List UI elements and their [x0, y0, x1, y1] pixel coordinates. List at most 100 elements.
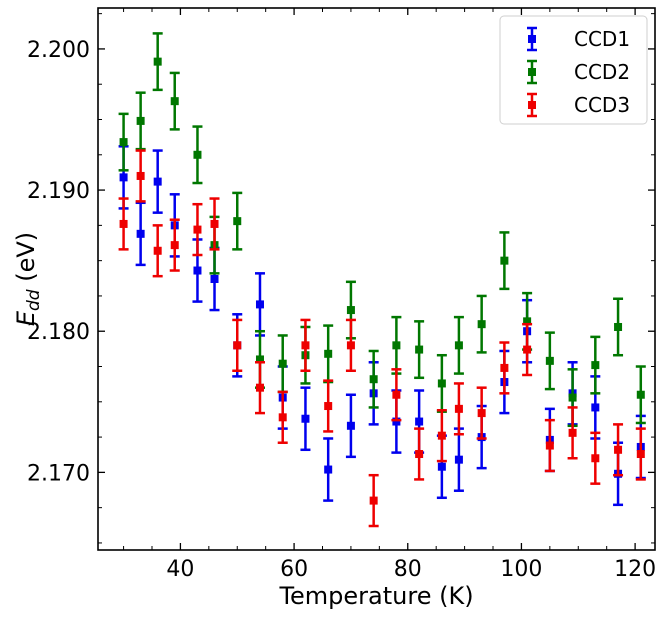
x-tick-label: 80: [394, 557, 422, 582]
data-point-ccd3: [323, 379, 334, 433]
data-marker: [210, 219, 219, 228]
data-marker: [193, 225, 202, 234]
data-point-ccd3: [391, 368, 402, 422]
data-point-ccd1: [135, 201, 146, 267]
x-tick-label: 120: [614, 557, 656, 582]
legend-marker-icon: [527, 26, 537, 52]
data-point-ccd3: [567, 406, 578, 460]
data-marker: [369, 496, 378, 505]
y-tick-label: 2.200: [27, 38, 90, 63]
data-marker: [523, 317, 532, 326]
data-point-ccd2: [152, 32, 163, 92]
data-point-ccd2: [635, 365, 646, 425]
x-tick-label: 60: [280, 557, 308, 582]
data-marker: [193, 150, 202, 159]
data-point-ccd3: [209, 197, 220, 251]
x-tick-label: 40: [166, 557, 194, 582]
data-marker: [392, 341, 401, 350]
data-marker: [346, 421, 355, 430]
legend-label: CCD3: [574, 93, 630, 117]
data-marker: [500, 363, 509, 372]
legend-entry-ccd3: CCD3: [527, 92, 630, 118]
data-point-ccd3: [135, 149, 146, 203]
data-point-ccd3: [169, 218, 180, 272]
data-marker: [591, 454, 600, 463]
data-point-ccd3: [635, 427, 646, 481]
data-marker: [392, 390, 401, 399]
data-point-ccd3: [277, 390, 288, 444]
data-marker: [591, 361, 600, 370]
data-marker: [119, 138, 128, 147]
x-axis-label: Temperature (K): [278, 582, 473, 610]
data-marker: [415, 450, 424, 459]
data-marker: [392, 417, 401, 426]
data-point-ccd2: [613, 297, 624, 357]
x-tick-label: 100: [500, 557, 542, 582]
data-marker: [346, 306, 355, 315]
data-marker: [324, 465, 333, 474]
data-point-ccd2: [590, 335, 601, 395]
y-tick-label: 2.170: [27, 461, 90, 486]
data-point-ccd2: [169, 71, 180, 131]
data-point-ccd3: [192, 202, 203, 257]
data-point-ccd2: [476, 294, 487, 354]
y-ticks: 2.170 2.180 2.190 2.200: [27, 13, 655, 544]
data-marker: [170, 97, 179, 106]
data-marker: [278, 413, 287, 422]
data-point-ccd1: [300, 386, 311, 452]
data-marker: [233, 217, 242, 226]
y-axis-label: Edd (eV): [12, 232, 44, 326]
data-markers: [118, 32, 646, 528]
data-point-ccd2: [544, 331, 555, 391]
data-marker: [210, 275, 219, 283]
data-marker: [119, 173, 128, 182]
data-marker: [278, 359, 287, 368]
data-marker: [119, 219, 128, 228]
data-point-ccd3: [613, 423, 624, 477]
data-point-ccd3: [300, 318, 311, 372]
data-point-ccd3: [232, 318, 243, 372]
data-point-ccd1: [323, 437, 334, 502]
y-axis-label-subscript: dd: [24, 289, 44, 311]
data-marker: [437, 431, 446, 440]
data-marker: [415, 417, 424, 426]
data-point-ccd2: [368, 349, 379, 409]
legend-errorbar-icon: [527, 59, 537, 85]
data-marker: [255, 355, 264, 364]
data-marker: [500, 256, 509, 265]
data-marker: [324, 349, 333, 358]
data-point-ccd3: [499, 341, 510, 395]
data-point-ccd2: [436, 353, 447, 413]
legend-marker-icon: [527, 59, 537, 85]
data-point-ccd3: [436, 409, 447, 463]
data-marker: [545, 441, 554, 450]
data-marker: [568, 428, 577, 437]
data-point-ccd2: [323, 324, 334, 384]
y-axis-label-unit: (eV): [12, 232, 40, 290]
y-tick-label: 2.190: [27, 179, 90, 204]
data-point-ccd3: [522, 322, 533, 377]
legend-errorbar-icon: [527, 92, 537, 118]
data-marker: [528, 35, 536, 43]
data-marker: [545, 356, 554, 365]
data-marker: [591, 403, 600, 412]
data-point-ccd3: [118, 197, 129, 251]
data-marker: [255, 300, 264, 309]
data-marker: [136, 229, 145, 238]
data-point-ccd2: [453, 315, 464, 375]
data-point-ccd2: [118, 112, 129, 172]
data-point-ccd2: [232, 191, 243, 251]
data-marker: [477, 409, 486, 418]
data-marker: [614, 445, 623, 454]
data-marker: [454, 404, 463, 413]
plot-frame: [97, 7, 656, 551]
data-marker: [170, 241, 179, 250]
y-tick-label: 2.180: [27, 320, 90, 345]
data-marker: [454, 341, 463, 350]
data-point-ccd2: [499, 231, 510, 291]
data-marker: [528, 101, 536, 109]
legend-entry-ccd1: CCD1: [527, 26, 630, 52]
data-point-ccd2: [192, 125, 203, 185]
data-point-ccd3: [368, 473, 379, 528]
